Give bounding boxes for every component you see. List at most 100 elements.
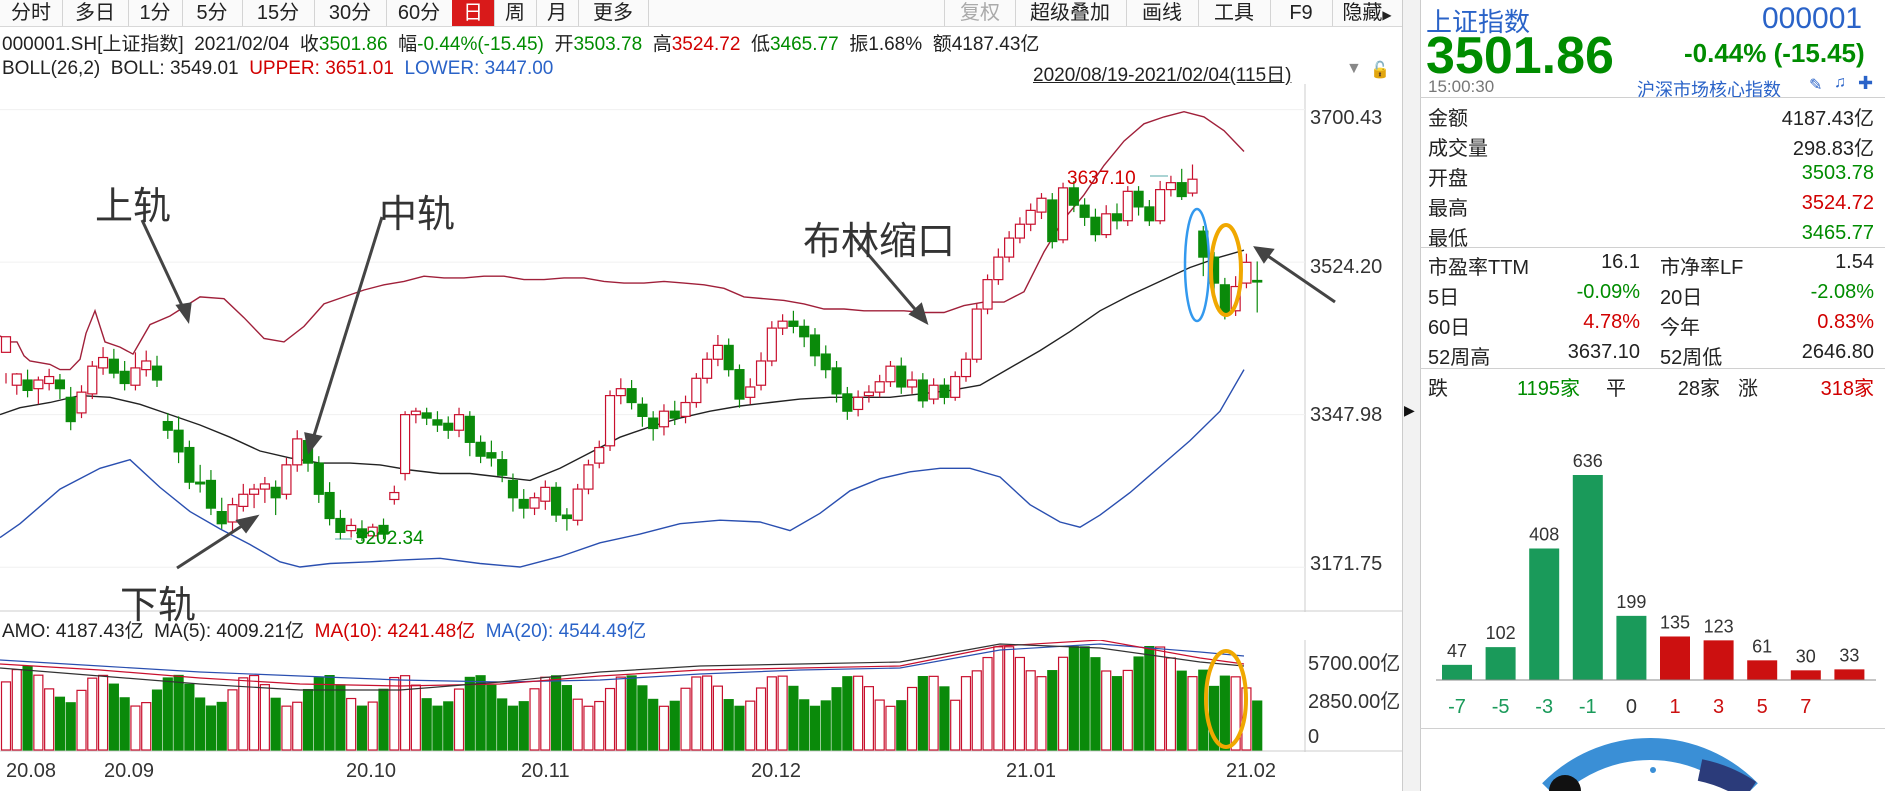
volume-bar <box>1230 676 1241 751</box>
panel-divider-2 <box>1420 247 1885 248</box>
volume-bar <box>982 656 993 751</box>
volume-bar <box>745 700 756 751</box>
tab-5min[interactable]: 5分 <box>182 0 243 26</box>
volume-bar <box>518 701 529 751</box>
candle-body <box>443 422 454 431</box>
candle-body <box>1025 209 1036 225</box>
tab-multiday[interactable]: 多日 <box>62 0 129 26</box>
volume-bar <box>486 684 497 751</box>
f9-button[interactable]: F9 <box>1270 0 1333 26</box>
quote-line: 000001.SH[上证指数] 2021/02/04 收3501.86 幅-0.… <box>2 29 1039 56</box>
candle-body <box>1014 223 1026 239</box>
candle-body <box>594 446 605 464</box>
volume-bar <box>162 677 173 751</box>
lock-icon[interactable]: 🔓 <box>1370 62 1390 79</box>
volume-bar <box>626 675 637 751</box>
volume-bar <box>0 681 12 751</box>
boll-lower-value: LOWER: 3447.00 <box>404 58 554 79</box>
panel-subtitle[interactable]: 沪深市场核心指数 <box>1637 80 1781 100</box>
lower-band-label: 下轨 <box>120 583 197 627</box>
volume-bar <box>453 688 465 751</box>
open-value: 3503.78 <box>573 34 643 55</box>
candle-body <box>874 381 885 393</box>
tab-60min[interactable]: 60分 <box>386 0 453 26</box>
candlestick-chart <box>0 84 1402 612</box>
tab-timeshare[interactable]: 分时 <box>0 0 63 26</box>
distribution-value: 408 <box>1529 524 1559 544</box>
overlay-button[interactable]: 超级叠加 <box>1014 0 1127 26</box>
volume-bar <box>443 701 454 751</box>
candle-body <box>1068 187 1079 206</box>
tab-month[interactable]: 月 <box>536 0 579 26</box>
gauge-arc-end <box>1697 759 1757 791</box>
edit-icon[interactable]: ✎ <box>1809 77 1823 94</box>
candle-body <box>982 279 993 310</box>
high-label: 高 <box>652 34 672 55</box>
panel-splitter[interactable] <box>1402 0 1421 791</box>
candle-body <box>0 336 12 353</box>
bell-icon[interactable]: ♫ <box>1834 74 1846 91</box>
collapse-arrow-icon[interactable]: ▶ <box>1404 402 1415 418</box>
volume-bar <box>1155 646 1166 751</box>
draw-line-button[interactable]: 画线 <box>1126 0 1199 26</box>
distribution-axis-label: 7 <box>1800 696 1811 718</box>
restore-rights-button[interactable]: 复权 <box>944 0 1016 26</box>
volume-bar <box>1252 700 1263 751</box>
low52-value: 2646.80 <box>1801 341 1874 363</box>
volume-bar <box>44 688 55 751</box>
tab-day[interactable]: 日 <box>452 0 495 26</box>
amp-value: 1.68% <box>868 34 923 55</box>
candle-body <box>734 369 745 400</box>
candle-body <box>227 504 238 523</box>
low-value: 3465.77 <box>769 34 839 55</box>
d5-label: 5日 <box>1428 287 1460 309</box>
d60-label: 60日 <box>1428 317 1471 339</box>
candle-body <box>44 375 55 385</box>
panel-divider-4 <box>1420 728 1885 729</box>
candle-body <box>313 462 324 495</box>
tab-more[interactable]: 更多 <box>578 0 649 26</box>
amo-value: AMO: 4187.43亿 <box>2 621 144 642</box>
volume-bar <box>723 699 734 751</box>
dropdown-triangle-icon[interactable]: ▼ <box>1346 60 1362 77</box>
volume-bar <box>205 705 217 751</box>
breadth-flat-label: 平 <box>1606 378 1626 400</box>
candle-body <box>410 410 421 416</box>
date-range[interactable]: 2020/08/19-2021/02/04(115日) <box>1033 65 1292 86</box>
tab-week[interactable]: 周 <box>494 0 537 26</box>
candle-body <box>540 486 551 502</box>
pe-label: 市盈率TTM <box>1428 257 1530 279</box>
distribution-bar <box>1790 670 1821 680</box>
volume-bar <box>87 677 98 751</box>
candle-body <box>97 356 109 369</box>
high-value: 3524.72 <box>671 34 741 55</box>
volume-bar <box>788 685 799 751</box>
add-icon[interactable]: ✚ <box>1858 73 1874 93</box>
tools-button[interactable]: 工具 <box>1198 0 1271 26</box>
candle-body <box>1090 216 1101 236</box>
volume-bar <box>594 700 605 751</box>
distribution-value: 135 <box>1660 612 1690 632</box>
tab-30min[interactable]: 30分 <box>314 0 387 26</box>
volume-bar <box>389 676 400 751</box>
panel-change: -0.44% (-15.45) <box>1684 38 1865 68</box>
distribution-bar <box>1529 548 1560 680</box>
stat-label: 成交量 <box>1428 138 1488 160</box>
volume-bar <box>324 675 335 751</box>
hide-button[interactable]: 隐藏▶ <box>1332 0 1403 26</box>
tab-1min[interactable]: 1分 <box>128 0 183 26</box>
candle-body <box>11 373 22 386</box>
candle-body <box>1047 199 1058 243</box>
candle-body <box>367 526 378 537</box>
volume-bar <box>691 676 702 751</box>
volume-bar <box>227 689 238 751</box>
candle-body <box>885 365 896 383</box>
candle-body <box>766 327 777 362</box>
arrow-lower-band <box>176 520 249 570</box>
d5-value: -0.09% <box>1576 281 1640 303</box>
volume-bar <box>853 675 864 751</box>
distribution-bar <box>1616 615 1647 680</box>
tab-15min[interactable]: 15分 <box>242 0 315 26</box>
candle-body <box>151 365 163 381</box>
orange-highlight-ellipse <box>1209 223 1243 317</box>
